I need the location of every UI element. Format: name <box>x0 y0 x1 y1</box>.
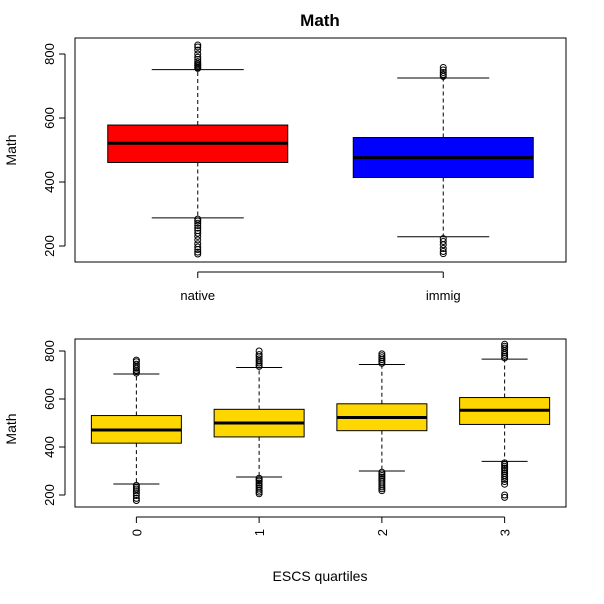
outlier-point <box>194 222 202 230</box>
boxplots <box>107 41 534 258</box>
outlier-point <box>194 236 202 244</box>
outlier-point <box>194 53 202 61</box>
box-native <box>107 41 289 258</box>
y-axis-label: Math <box>3 413 19 444</box>
box-3 <box>459 340 551 501</box>
outlier-point <box>439 69 447 77</box>
outlier-point <box>378 483 386 491</box>
outlier-point <box>194 250 202 258</box>
y-tick-label: 200 <box>42 235 57 257</box>
outlier-point <box>439 63 447 71</box>
chart-title: Math <box>300 11 340 30</box>
y-tick-label: 800 <box>42 340 57 362</box>
y-tick-label: 400 <box>42 171 57 193</box>
x-axis-label: ESCS quartiles <box>273 568 368 584</box>
outlier-point <box>378 487 386 495</box>
outlier-point <box>132 360 140 368</box>
y-axis: 200 400 600 800 <box>42 340 66 506</box>
outlier-point <box>132 497 140 505</box>
outlier-point <box>439 245 447 253</box>
plot-frame <box>74 37 567 263</box>
outlier-point <box>132 491 140 499</box>
outlier-point <box>132 494 140 502</box>
outlier-point <box>501 462 509 470</box>
outlier-point <box>194 217 202 225</box>
outlier-point <box>194 248 202 256</box>
box-1 <box>213 347 305 498</box>
outlier-point <box>194 41 202 49</box>
outlier-point <box>194 219 202 227</box>
outlier-point <box>132 487 140 495</box>
outlier-point <box>255 486 263 494</box>
y-tick-label: 600 <box>42 107 57 129</box>
outlier-point <box>255 477 263 485</box>
y-axis: 200 400 600 800 <box>42 43 66 257</box>
x-tick-label: 2 <box>375 529 390 536</box>
outlier-point <box>378 354 386 362</box>
y-tick-label: 800 <box>42 43 57 65</box>
outlier-point <box>378 350 386 358</box>
math-by-escs-panel: Math ESCS quartiles 200 400 600 800 0 1 2 3 <box>3 338 567 584</box>
outlier-point <box>194 58 202 66</box>
x-tick-label: 1 <box>252 529 267 536</box>
outlier-point <box>194 224 202 232</box>
outlier-point <box>255 347 263 355</box>
outlier-point <box>378 352 386 360</box>
outlier-point <box>439 241 447 249</box>
outlier-point <box>194 232 202 240</box>
outlier-point <box>439 247 447 255</box>
outlier-point <box>501 475 509 483</box>
outlier-point <box>194 43 202 51</box>
outlier-point <box>194 243 202 251</box>
box-2 <box>336 350 428 495</box>
outlier-point <box>439 238 447 246</box>
outlier-point <box>501 342 509 350</box>
outlier-point <box>439 66 447 74</box>
x-tick-label: 3 <box>498 529 513 536</box>
plot-frame <box>74 338 567 508</box>
outlier-point <box>194 55 202 63</box>
outlier-point <box>194 229 202 237</box>
outlier-point <box>501 478 509 486</box>
outlier-point <box>439 250 447 258</box>
outlier-point <box>255 351 263 359</box>
outlier-point <box>501 480 509 488</box>
x-tick-label: immig <box>426 288 461 303</box>
x-tick-label: 0 <box>129 529 144 536</box>
outlier-point <box>501 493 509 501</box>
box-0 <box>90 356 182 505</box>
box-immig <box>352 63 534 258</box>
outlier-point <box>255 490 263 498</box>
y-tick-label: 600 <box>42 388 57 410</box>
outlier-point <box>439 70 447 78</box>
outlier-point <box>501 344 509 352</box>
y-tick-label: 200 <box>42 484 57 506</box>
x-axis: 0 1 2 3 <box>129 516 513 536</box>
y-axis-label: Math <box>3 134 19 165</box>
outlier-point <box>194 246 202 254</box>
outlier-point <box>378 485 386 493</box>
outlier-point <box>132 356 140 364</box>
outlier-point <box>501 340 509 348</box>
x-tick-label: native <box>180 288 215 303</box>
outlier-point <box>255 355 263 363</box>
boxplots <box>90 340 551 505</box>
math-by-origin-panel: Math Math 200 400 600 800 native immig <box>3 11 567 303</box>
outlier-point <box>501 473 509 481</box>
outlier-point <box>194 50 202 58</box>
y-tick-label: 400 <box>42 436 57 458</box>
outlier-point <box>194 46 202 54</box>
x-axis: native immig <box>180 271 461 303</box>
outlier-point <box>501 491 509 499</box>
